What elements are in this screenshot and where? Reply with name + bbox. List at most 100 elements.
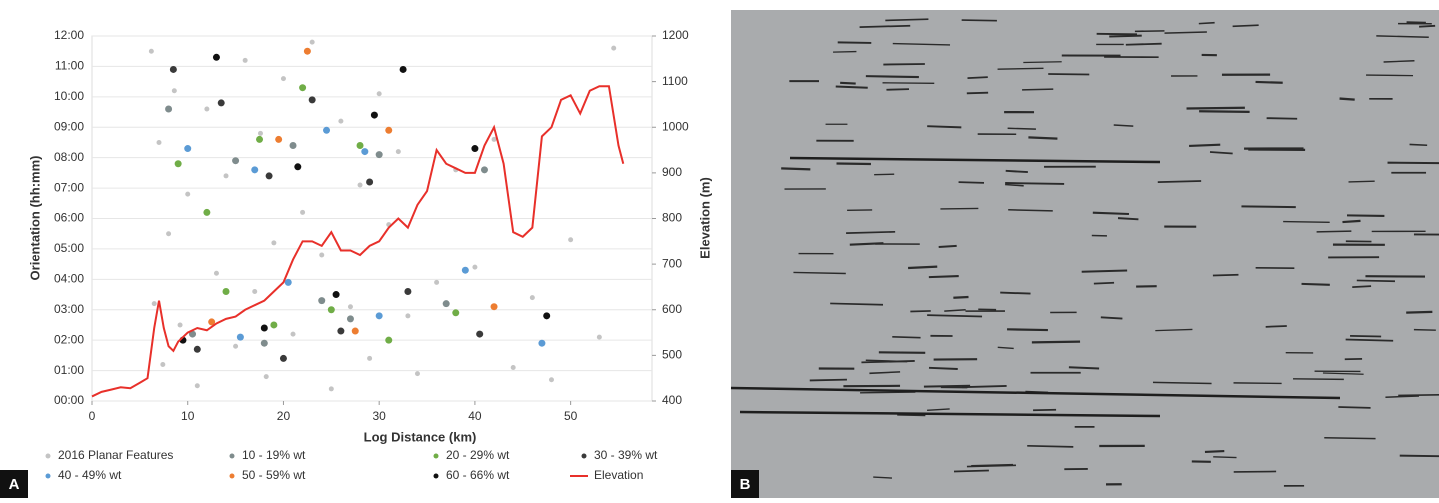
crack — [860, 392, 915, 393]
crack — [1414, 330, 1436, 331]
crack — [833, 52, 856, 53]
point — [194, 346, 201, 353]
crack — [1317, 231, 1352, 232]
x-tick-label: 10 — [181, 409, 195, 423]
point — [178, 322, 183, 327]
point — [472, 265, 477, 270]
point — [166, 231, 171, 236]
y-axis-title: Orientation (hh:mm) — [27, 156, 42, 281]
crack — [929, 368, 958, 369]
y2-tick-label: 1100 — [662, 74, 688, 88]
point — [243, 58, 248, 63]
crack — [1082, 271, 1127, 272]
photo-background — [731, 10, 1439, 498]
crack — [927, 126, 961, 127]
y2-tick-label: 800 — [662, 211, 682, 225]
point — [214, 271, 219, 276]
point — [476, 331, 483, 338]
point — [376, 151, 383, 158]
point — [275, 136, 282, 143]
point — [149, 49, 154, 54]
crack — [962, 20, 997, 21]
point — [266, 172, 273, 179]
crack — [1410, 144, 1428, 145]
crack — [1352, 286, 1371, 287]
y-tick-label: 03:00 — [54, 302, 84, 316]
crack — [1293, 379, 1344, 380]
point — [462, 267, 469, 274]
crack — [1007, 329, 1048, 330]
crack — [967, 93, 988, 94]
point — [233, 344, 238, 349]
point — [443, 300, 450, 307]
crack — [910, 311, 930, 312]
crack — [1022, 89, 1053, 90]
crack — [1205, 451, 1224, 452]
crack — [1008, 128, 1036, 129]
point — [195, 383, 200, 388]
crack — [1126, 44, 1162, 45]
legend-marker — [46, 454, 51, 459]
crack — [1349, 181, 1375, 182]
crack — [1400, 456, 1439, 457]
crack — [954, 470, 989, 471]
legend-marker — [434, 474, 439, 479]
crack — [886, 89, 909, 90]
point — [232, 157, 239, 164]
point — [511, 365, 516, 370]
point — [270, 321, 277, 328]
crack — [836, 163, 870, 164]
y2-tick-label: 700 — [662, 256, 682, 270]
crack — [892, 337, 920, 338]
point — [299, 84, 306, 91]
crack — [1069, 367, 1099, 368]
crack — [1164, 32, 1206, 33]
point — [223, 288, 230, 295]
point — [213, 54, 220, 61]
legend-label: 50 - 59% wt — [242, 468, 306, 482]
point — [309, 96, 316, 103]
y2-tick-label: 1200 — [662, 28, 689, 42]
point — [366, 179, 373, 186]
x-axis-title: Log Distance (km) — [364, 429, 477, 444]
point — [329, 386, 334, 391]
point — [261, 325, 268, 332]
y2-tick-label: 400 — [662, 393, 682, 407]
point — [597, 335, 602, 340]
crack — [1028, 137, 1057, 138]
point — [471, 145, 478, 152]
point — [434, 280, 439, 285]
y-tick-label: 00:00 — [54, 393, 84, 407]
point — [361, 148, 368, 155]
y-tick-label: 04:00 — [54, 272, 84, 286]
crack — [1213, 457, 1236, 458]
y-tick-label: 08:00 — [54, 150, 84, 164]
point — [491, 303, 498, 310]
point — [371, 112, 378, 119]
point — [271, 240, 276, 245]
point — [294, 163, 301, 170]
crack — [1199, 23, 1215, 24]
point — [377, 91, 382, 96]
point — [204, 107, 209, 112]
point — [157, 140, 162, 145]
point — [318, 297, 325, 304]
y2-tick-label: 500 — [662, 348, 682, 362]
legend-label: 40 - 49% wt — [58, 468, 122, 482]
crack — [1366, 75, 1413, 76]
crack — [1189, 145, 1220, 146]
crack — [1340, 99, 1355, 100]
point — [261, 340, 268, 347]
point — [352, 328, 359, 335]
point — [611, 46, 616, 51]
point — [218, 99, 225, 106]
point — [152, 301, 157, 306]
point — [291, 332, 296, 337]
point — [568, 237, 573, 242]
crack — [1347, 215, 1384, 216]
crack — [953, 297, 968, 298]
point — [237, 334, 244, 341]
crack — [1342, 221, 1360, 222]
crack — [908, 267, 937, 268]
